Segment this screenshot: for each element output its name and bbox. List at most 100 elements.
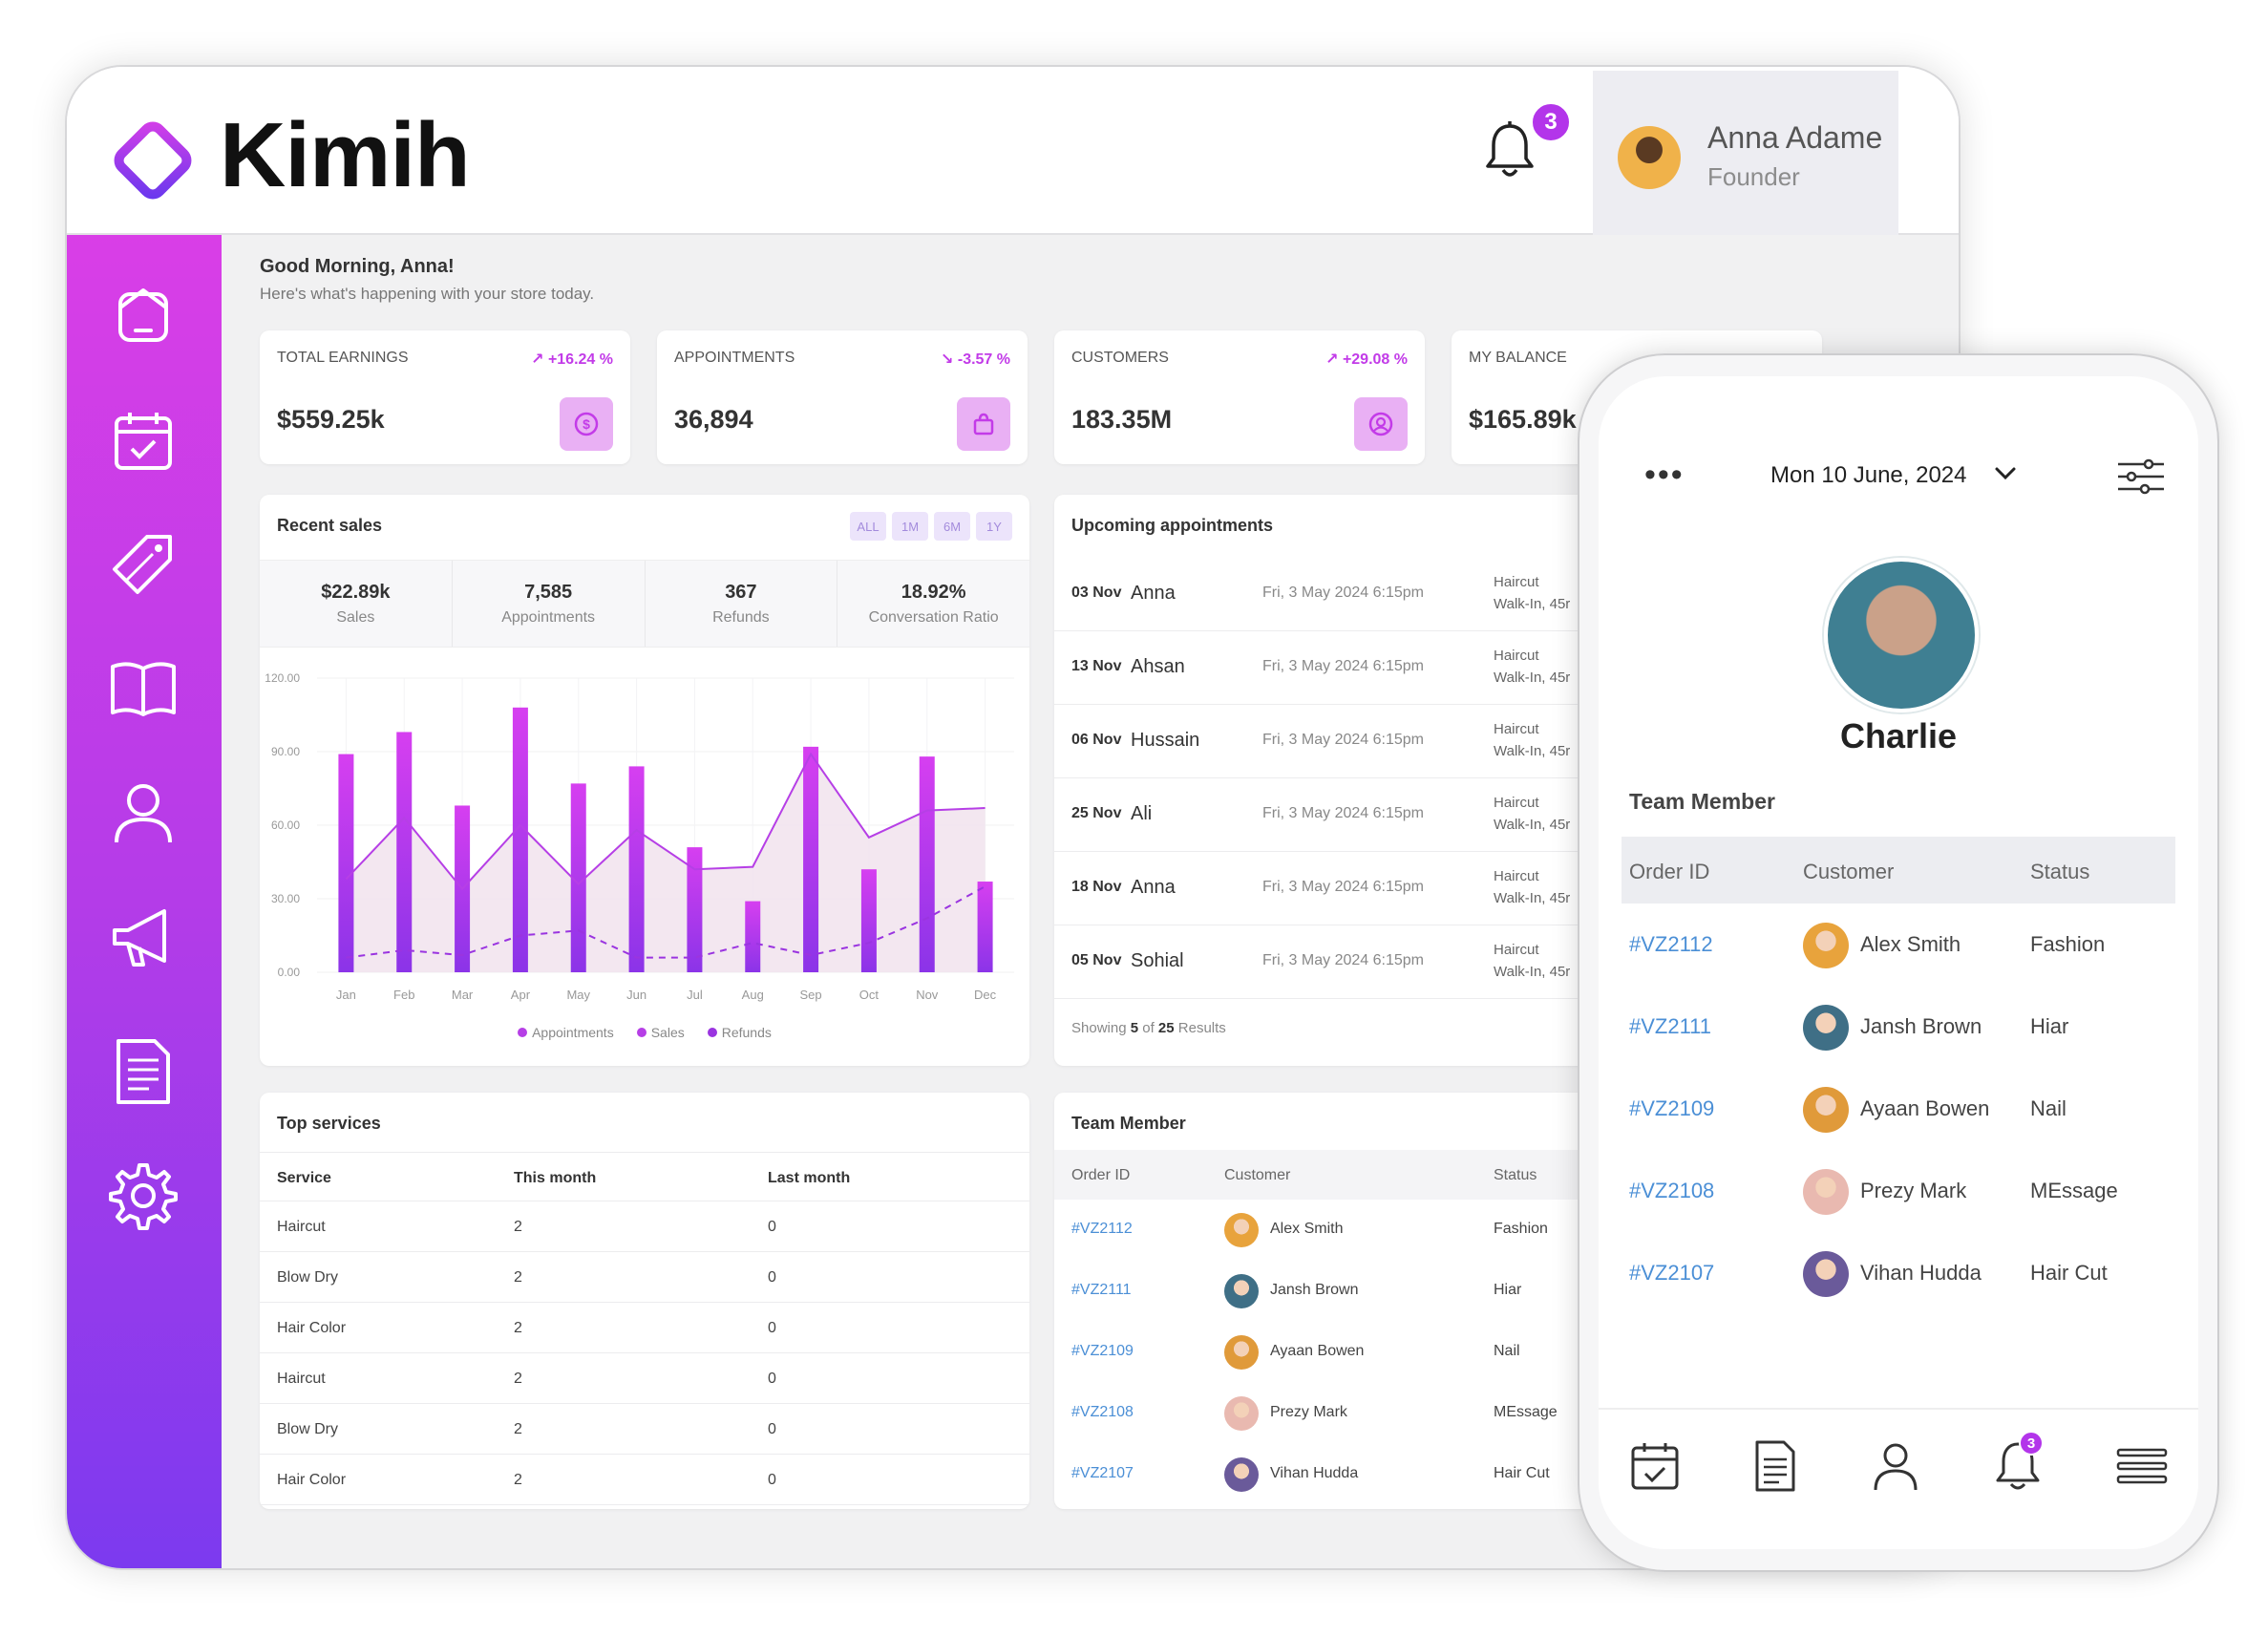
filter-icon[interactable] [2116, 457, 2166, 497]
top-services-card: Top services Service This month Last mon… [260, 1093, 1029, 1509]
appointment-date: 03 Nov [1071, 585, 1122, 601]
more-options-icon[interactable]: ••• [1644, 457, 1685, 493]
user-profile[interactable]: Anna Adame Founder [1593, 71, 1898, 235]
order-id-link[interactable]: #VZ2108 [1071, 1404, 1134, 1420]
stat-card-earnings: TOTAL EARNINGS ↗ +16.24 % $559.25k $ [260, 330, 630, 464]
table-row[interactable]: #VZ2112 Alex Smith Fashion [1054, 1200, 1589, 1261]
table-row[interactable]: #VZ2109 Ayaan Bowen Nail [1622, 1068, 2175, 1150]
table-row[interactable]: #VZ2107 Vihan Hudda Hair Cut [1622, 1232, 2175, 1314]
order-id-link[interactable]: #VZ2109 [1629, 1096, 1715, 1120]
status-text: Hair Cut [2030, 1261, 2108, 1285]
bar-sales-nov [919, 756, 935, 972]
this-month-value: 2 [514, 1371, 522, 1387]
range-tab-1m[interactable]: 1M [892, 512, 928, 541]
table-row[interactable]: #VZ2111 Jansh Brown Hiar [1622, 986, 2175, 1068]
appointment-time: Fri, 3 May 2024 6:15pm [1262, 952, 1424, 968]
document-icon[interactable] [1748, 1438, 1803, 1494]
service-name: Blow Dry [277, 1421, 339, 1437]
this-month-value: 2 [514, 1219, 522, 1235]
summary-value: 367 [725, 581, 757, 603]
megaphone-icon[interactable] [105, 900, 181, 976]
bottom-nav: 3 [1599, 1408, 2198, 1549]
user-icon[interactable] [1868, 1438, 1923, 1494]
appointment-row[interactable]: 18 Nov Anna Fri, 3 May 2024 6:15pm Haircut W… [1054, 852, 1589, 925]
appointment-row[interactable]: 25 Nov Ali Fri, 3 May 2024 6:15pm Haircut Wa… [1054, 778, 1589, 852]
customer-name: Vihan Hudda [1270, 1465, 1359, 1481]
order-id-link[interactable]: #VZ2107 [1071, 1465, 1134, 1481]
table-row[interactable]: #VZ2111 Jansh Brown Hiar [1054, 1261, 1589, 1322]
calendar-check-icon[interactable] [105, 403, 181, 479]
stat-value: $165.89k [1469, 405, 1577, 434]
summary-value: 18.92% [901, 581, 966, 603]
appointment-row[interactable]: 06 Nov Hussain Fri, 3 May 2024 6:15pm Hairc… [1054, 705, 1589, 778]
range-tab-6m[interactable]: 6M [934, 512, 970, 541]
tag-icon[interactable] [105, 527, 181, 604]
appointment-row[interactable]: 05 Nov Sohial Fri, 3 May 2024 6:15pm Haircu… [1054, 925, 1589, 999]
customer-name: Jansh Brown [1860, 1014, 1982, 1038]
table-row[interactable]: #VZ2109 Ayaan Bowen Nail [1054, 1322, 1589, 1383]
bar-sales-feb [396, 732, 413, 972]
profile-name: Charlie [1839, 716, 1958, 755]
chevron-down-icon[interactable] [1994, 466, 2017, 481]
table-row[interactable]: #VZ2108 Prezy Mark MEssage [1622, 1150, 2175, 1232]
table-row: Blow Dry 2 0 [260, 1252, 1029, 1303]
y-tick-label: 90.00 [271, 745, 300, 758]
appointment-client: Sohial [1131, 950, 1184, 971]
this-month-value: 2 [514, 1320, 522, 1336]
x-tick-label: Dec [974, 988, 997, 1002]
table-row[interactable]: #VZ2107 Vihan Hudda Hair Cut [1054, 1444, 1589, 1505]
table-row[interactable]: #VZ2112 Alex Smith Fashion [1622, 904, 2175, 986]
user-role: Founder [1707, 162, 1800, 191]
col-customer: Customer [1803, 860, 1895, 883]
appointment-row[interactable]: 13 Nov Ahsan Fri, 3 May 2024 6:15pm Haircut… [1054, 631, 1589, 705]
legend-appointments[interactable]: Appointments [518, 1025, 614, 1040]
bar-sales-jan [338, 754, 354, 972]
order-id-link[interactable]: #VZ2111 [1629, 1014, 1712, 1038]
status-text: MEssage [1494, 1404, 1558, 1420]
order-id-link[interactable]: #VZ2112 [1071, 1221, 1133, 1237]
x-tick-label: Mar [452, 988, 474, 1002]
logo-icon [114, 121, 192, 200]
appointment-client: Anna [1131, 583, 1176, 604]
y-tick-label: 120.00 [265, 671, 300, 685]
order-id-link[interactable]: #VZ2111 [1071, 1282, 1132, 1298]
table-row: Hair Color 2 0 [260, 1455, 1029, 1505]
notification-bell-icon[interactable] [1482, 120, 1537, 181]
appointment-service: Haircut Walk-In, 45r [1494, 721, 1571, 759]
avatar [1803, 923, 1849, 968]
stat-value: 36,894 [674, 405, 753, 434]
table-row: Haircut 2 0 [260, 1353, 1029, 1404]
range-tab-1y[interactable]: 1Y [976, 512, 1012, 541]
legend-sales[interactable]: Sales [636, 1025, 685, 1040]
appointment-row[interactable]: 03 Nov Anna Fri, 3 May 2024 6:15pm Haircut W… [1054, 558, 1589, 631]
sidebar [67, 235, 222, 1568]
service-name: Haircut [277, 1219, 326, 1235]
calendar-check-icon[interactable] [1627, 1438, 1683, 1494]
x-tick-label: Apr [511, 988, 531, 1002]
card-title: Recent sales [277, 516, 383, 535]
appointments-footer: Showing 5 of 25 Results [1071, 1020, 1226, 1036]
menu-icon[interactable] [2114, 1438, 2170, 1494]
phone-device: ••• Mon 10 June, 2024 Charlie Team Membe… [1579, 355, 2217, 1570]
order-id-link[interactable]: #VZ2107 [1629, 1261, 1715, 1285]
gear-icon[interactable] [105, 1158, 181, 1234]
card-title: Upcoming appointments [1071, 516, 1273, 535]
date-selector[interactable]: Mon 10 June, 2024 [1770, 462, 1967, 488]
order-id-link[interactable]: #VZ2109 [1071, 1343, 1134, 1359]
document-icon[interactable] [105, 1033, 181, 1110]
legend-refunds[interactable]: Refunds [707, 1025, 772, 1040]
summary-refunds: 367 Refunds [646, 561, 838, 647]
home-icon[interactable] [105, 279, 181, 355]
x-tick-label: Nov [916, 988, 939, 1002]
status-text: Hiar [2030, 1014, 2069, 1038]
stat-label: CUSTOMERS [1071, 350, 1169, 366]
card-title: Team Member [1071, 1114, 1186, 1133]
range-tab-all[interactable]: ALL [850, 512, 886, 541]
summary-appointments: 7,585 Appointments [453, 561, 646, 647]
book-icon[interactable] [105, 651, 181, 728]
order-id-link[interactable]: #VZ2108 [1629, 1179, 1715, 1202]
table-row[interactable]: #VZ2108 Prezy Mark MEssage [1054, 1383, 1589, 1444]
user-icon[interactable] [105, 776, 181, 852]
col-status: Status [1494, 1167, 1537, 1183]
order-id-link[interactable]: #VZ2112 [1629, 932, 1713, 956]
